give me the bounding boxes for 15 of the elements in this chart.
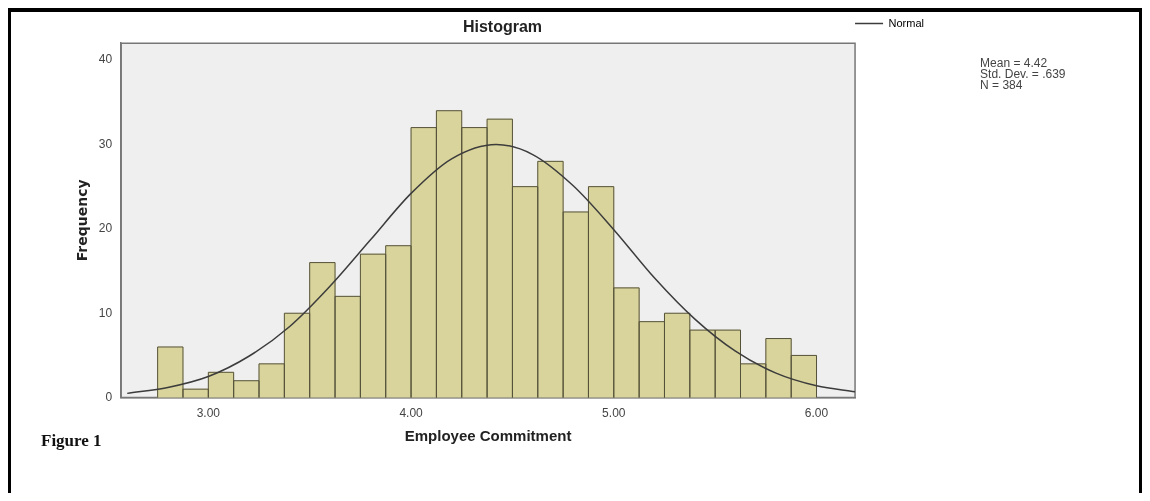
y-tick-label: 0 — [105, 389, 113, 404]
legend-label: Normal — [888, 16, 924, 29]
x-axis-title: Employee Commitment — [404, 427, 572, 445]
y-tick-label: 40 — [98, 52, 113, 67]
line-series — [126, 143, 856, 395]
x-tick-label: 5.00 — [602, 406, 626, 421]
x-tick-label: 4.00 — [399, 406, 424, 421]
x-tick-label: 6.00 — [804, 406, 829, 421]
x-tick-label: 3.00 — [196, 406, 221, 421]
chart-title: Histogram — [462, 18, 543, 36]
y-tick-label: 20 — [98, 221, 113, 236]
y-tick-label: 10 — [98, 305, 113, 320]
y-tick-label: 30 — [98, 136, 113, 151]
y-axis-title: Frequency — [74, 179, 91, 262]
caption: Figure 1 — [41, 431, 102, 451]
